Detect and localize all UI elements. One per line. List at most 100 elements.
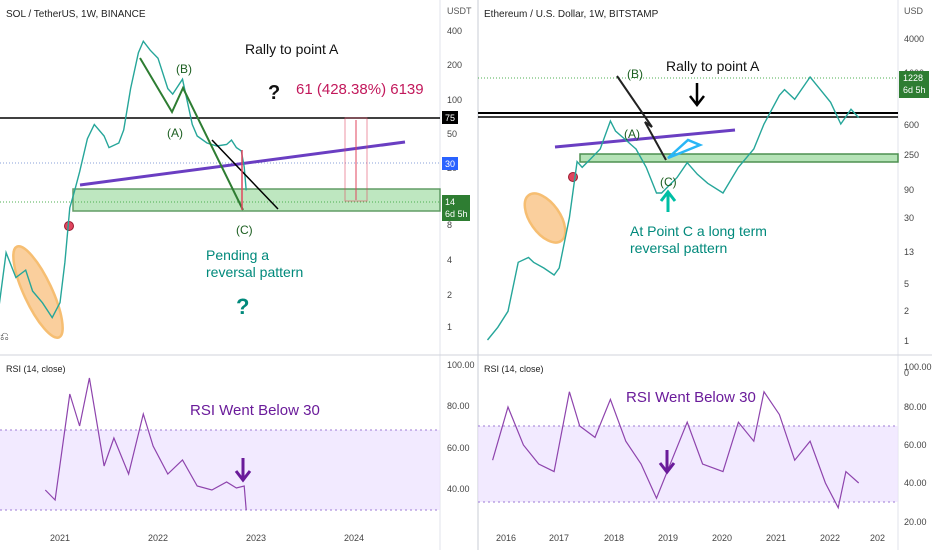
eth-rsi-tick-label: 100.00 (904, 362, 932, 372)
sol-price-panel (0, 0, 440, 355)
sol-rsi-tick-label: 80.00 (447, 401, 470, 411)
eth-y-tick-label: 0 (904, 368, 909, 378)
eth-up-arrow (659, 189, 677, 212)
eth-wave-c-label: (C) (660, 175, 677, 189)
eth-x-tick-label: 2019 (658, 533, 678, 543)
sol-y-axis: 40020010050208421 (447, 26, 462, 332)
eth-rsi-band (478, 426, 898, 502)
eth-rsi-tick-label: 80.00 (904, 402, 927, 412)
eth-orange-ellipse (523, 192, 567, 244)
eth-y-tick-label: 2 (904, 306, 909, 316)
eth-x-tick-label: 2016 (496, 533, 516, 543)
sol-chart-title: SOL / TetherUS, 1W, BINANCE (6, 9, 146, 20)
sol-abc-wave-path (139, 57, 244, 211)
sol-question-mark: ? (268, 82, 280, 104)
sol-rsi-title: RSI (14, close) (6, 364, 66, 374)
sol-badge-30 (442, 157, 458, 170)
sol-wave-a-label: (A) (167, 126, 183, 140)
eth-y-tick-label: 90 (904, 185, 914, 195)
eth-x-tick-label: 2018 (604, 533, 624, 543)
sol-y-tick-label: 8 (447, 220, 452, 230)
sol-rsi-down-arrow (234, 458, 252, 483)
eth-y-tick-label: 4000 (904, 34, 924, 44)
eth-rsi-line (492, 390, 860, 510)
sol-support-zone (72, 188, 441, 212)
eth-wave-b-label: (B) (627, 67, 643, 81)
eth-x-tick-label: 2022 (820, 533, 840, 543)
sol-teal-question-mark: ? (236, 294, 249, 319)
eth-rally-label: Rally to point A (666, 58, 760, 74)
eth-badge-timer-text: 6d 5h (903, 85, 926, 95)
sol-x-tick-label: 2023 (246, 533, 266, 543)
eth-x-tick-label: 2020 (712, 533, 732, 543)
sol-y-tick-label: 2 (447, 290, 452, 300)
sol-measurement-box (344, 117, 368, 202)
eth-price-line (486, 75, 860, 341)
sol-rsi-tick-label: 100.00 (447, 360, 475, 370)
eth-rsi-down-arrow (658, 450, 676, 475)
sol-y-tick-label: 100 (447, 95, 462, 105)
eth-y-tick-label: 1 (904, 336, 909, 346)
eth-wave-a-label: (A) (624, 127, 640, 141)
eth-x-tick-label: 202 (870, 533, 885, 543)
eth-badge-price (899, 71, 929, 98)
sol-x-tick-label: 2024 (344, 533, 364, 543)
eth-chart-title: Ethereum / U.S. Dollar, 1W, BITSTAMP (484, 9, 659, 20)
sol-y-tick-label: 400 (447, 26, 462, 36)
sol-badge-30-text: 30 (445, 159, 455, 169)
sol-rsi-tick-label: 60.00 (447, 443, 470, 453)
eth-y-tick-label: 600 (904, 120, 919, 130)
eth-triangle-pattern (667, 138, 704, 160)
eth-y-tick-label: 30 (904, 213, 914, 223)
eth-badge-price-text: 1228 (903, 73, 923, 83)
sol-rally-label: Rally to point A (245, 41, 339, 57)
drawing-tool-icon[interactable]: ⎌ (0, 331, 9, 343)
eth-purple-trendline (554, 128, 736, 149)
sol-rsi-line (44, 377, 247, 511)
sol-y-tick-label: 200 (447, 60, 462, 70)
eth-point-c-line1: At Point C a long term (630, 223, 767, 239)
sol-wave-b-label: (B) (176, 62, 192, 76)
sol-rsi-tick-label: 40.00 (447, 484, 470, 494)
eth-x-axis: 2016 2017 2018 2019 2020 2021 2022 202 (496, 533, 885, 543)
eth-y-tick-label: 250 (904, 150, 919, 160)
eth-rsi-y-axis: 100.00 80.00 60.00 40.00 20.00 (904, 362, 932, 527)
eth-rsi-tick-label: 20.00 (904, 517, 927, 527)
eth-down-arrow (689, 83, 705, 108)
sol-x-tick-label: 2021 (50, 533, 70, 543)
sol-y-tick-label: 4 (447, 255, 452, 265)
sol-badge-timer-text: 6d 5h (445, 209, 468, 219)
sol-pending-label-line1: Pending a (206, 247, 269, 263)
sol-black-descending-line (211, 139, 279, 210)
sol-badge-75 (442, 111, 458, 124)
sol-x-axis: 2021 2022 2023 2024 (50, 533, 364, 543)
sol-badge-14 (442, 195, 470, 221)
sol-badge-75-text: 75 (445, 113, 455, 123)
eth-y-tick-label: 13 (904, 247, 914, 257)
eth-currency-label: USD (904, 6, 924, 16)
eth-point-c-line2: reversal pattern (630, 240, 727, 256)
sol-currency-label: USDT (447, 6, 472, 16)
sol-measurement-label: 61 (428.38%) 6139 (296, 81, 424, 98)
sol-rsi-y-axis: 100.00 80.00 60.00 40.00 (447, 360, 475, 494)
eth-red-marker (568, 172, 578, 182)
sol-x-tick-label: 2022 (148, 533, 168, 543)
sol-rsi-annotation: RSI Went Below 30 (190, 402, 320, 419)
sol-y-tick-label: 50 (447, 129, 457, 139)
eth-x-tick-label: 2021 (766, 533, 786, 543)
eth-y-tick-label: 5 (904, 279, 909, 289)
eth-x-tick-label: 2017 (549, 533, 569, 543)
eth-rsi-tick-label: 40.00 (904, 478, 927, 488)
eth-rsi-tick-label: 60.00 (904, 440, 927, 450)
eth-support-zone (579, 153, 899, 163)
sol-y-tick-label: 1 (447, 322, 452, 332)
sol-wave-c-label: (C) (236, 223, 253, 237)
sol-pending-label-line2: reversal pattern (206, 264, 303, 280)
sol-rsi-band (0, 430, 440, 510)
eth-price-panel (478, 0, 898, 355)
sol-badge-14-text: 14 (445, 197, 455, 207)
eth-rsi-annotation: RSI Went Below 30 (626, 389, 756, 406)
eth-rsi-title: RSI (14, close) (484, 364, 544, 374)
eth-abc-wave-path (616, 75, 667, 161)
